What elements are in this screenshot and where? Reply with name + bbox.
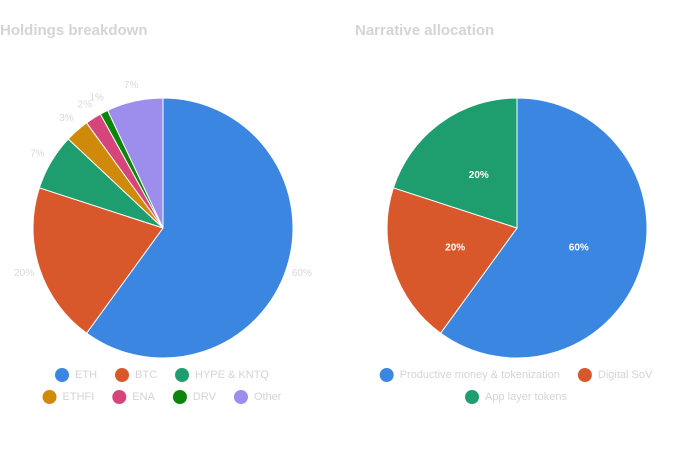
legend-label: DRV bbox=[193, 391, 217, 403]
pie-slice bbox=[32, 187, 164, 334]
value-label: 2% bbox=[78, 99, 93, 110]
legend-item: ETH bbox=[55, 368, 97, 382]
legend-label: HYPE & KNTQ bbox=[195, 369, 269, 381]
chart-title: Holdings breakdown bbox=[0, 22, 148, 39]
legend-item: App layer tokens bbox=[465, 390, 567, 404]
legend-swatch bbox=[115, 368, 130, 382]
legend-item: ETHFI bbox=[42, 390, 95, 404]
legend-swatch bbox=[55, 368, 70, 382]
legend-item: Digital SoV bbox=[577, 368, 653, 382]
legend-label: Other bbox=[254, 391, 282, 403]
value-label: 3% bbox=[59, 113, 74, 124]
pie-slice bbox=[85, 97, 294, 359]
legend-swatch bbox=[577, 368, 592, 382]
legend-swatch bbox=[465, 390, 480, 404]
legend-item: Other bbox=[233, 390, 282, 404]
legend-swatch bbox=[42, 390, 57, 404]
legend-swatch bbox=[112, 390, 127, 404]
legend-label: BTC bbox=[135, 369, 157, 381]
pie-slice bbox=[439, 97, 648, 359]
value-label: 60% bbox=[569, 243, 589, 254]
legend-label: ETHFI bbox=[63, 391, 95, 403]
legend-item: ENA bbox=[112, 390, 156, 404]
legend-swatch bbox=[379, 368, 394, 382]
value-label: 1% bbox=[89, 93, 104, 104]
value-label: 60% bbox=[292, 268, 312, 279]
pie-slice bbox=[386, 187, 518, 334]
legend-swatch bbox=[172, 390, 187, 404]
value-label: 20% bbox=[445, 243, 465, 254]
legend-item: HYPE & KNTQ bbox=[175, 368, 269, 382]
legend-label: Productive money & tokenization bbox=[400, 369, 560, 381]
legend-label: App layer tokens bbox=[485, 391, 567, 403]
legend-label: Digital SoV bbox=[598, 369, 653, 381]
value-label: 20% bbox=[469, 170, 489, 181]
pie-slice bbox=[392, 97, 518, 229]
legend-item: DRV bbox=[172, 390, 217, 404]
value-label: 20% bbox=[14, 268, 34, 279]
legend-label: ETH bbox=[75, 369, 97, 381]
value-label: 7% bbox=[124, 80, 139, 91]
legend-item: Productive money & tokenization bbox=[379, 368, 560, 382]
value-label: 7% bbox=[30, 148, 45, 159]
legend-swatch bbox=[233, 390, 248, 404]
legend-label: ENA bbox=[132, 391, 155, 403]
chart-title: Narrative allocation bbox=[355, 22, 494, 39]
pie-slice bbox=[106, 97, 164, 229]
legend-swatch bbox=[175, 368, 190, 382]
legend-item: BTC bbox=[115, 368, 157, 382]
